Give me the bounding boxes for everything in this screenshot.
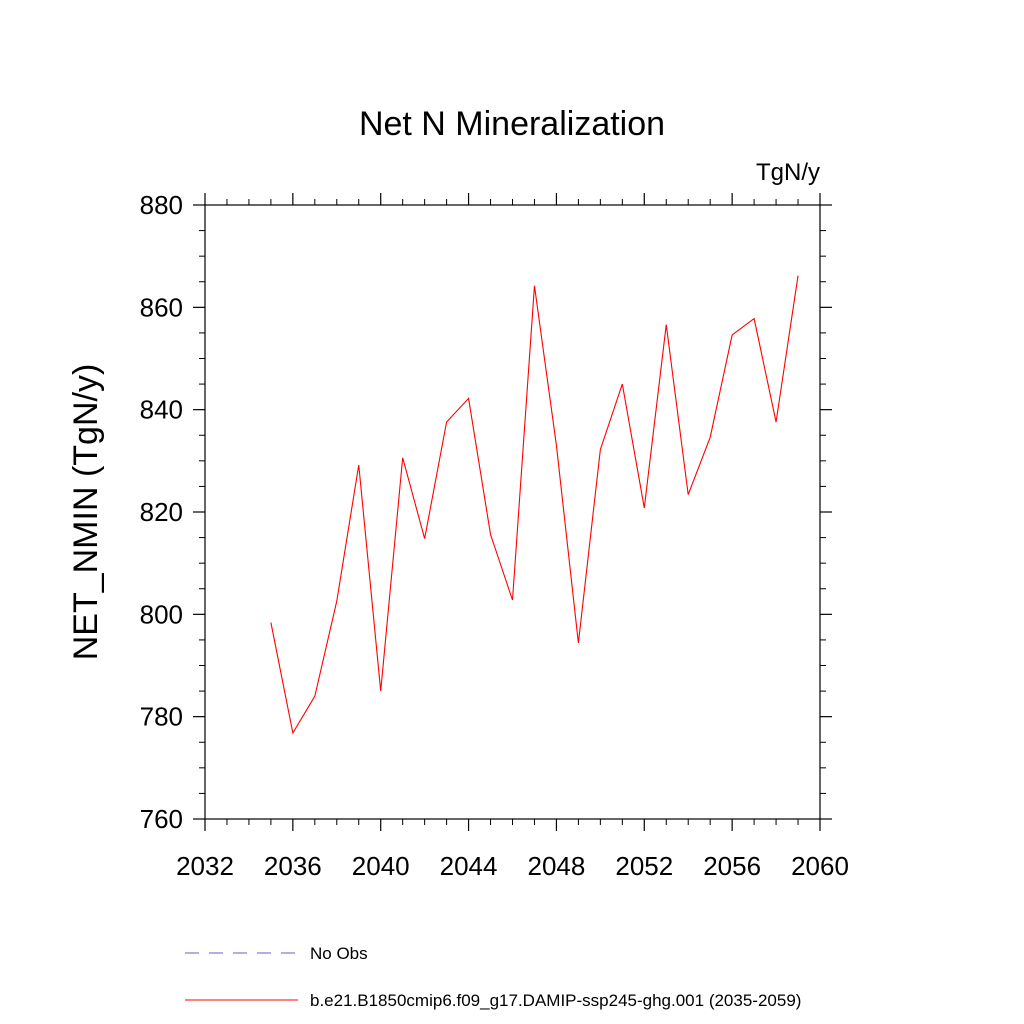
y-tick-label: 800	[140, 599, 183, 629]
x-tick-label: 2044	[440, 851, 498, 881]
y-axis-label: NET_NMIN (TgN/y)	[67, 364, 105, 661]
y-tick-label: 880	[140, 190, 183, 220]
x-tick-label: 2032	[176, 851, 234, 881]
y-tick-label: 780	[140, 702, 183, 732]
y-tick-label: 820	[140, 497, 183, 527]
series-lines	[270, 275, 799, 735]
x-tick-label: 2036	[264, 851, 322, 881]
legend-label: b.e21.B1850cmip6.f09_g17.DAMIP-ssp245-gh…	[310, 991, 801, 1010]
x-tick-label: 2052	[615, 851, 673, 881]
x-tick-label: 2056	[703, 851, 761, 881]
axis-ticks: 2032 2036 2040 2044 2048 2052 2056 2060 760 780 80…	[140, 190, 849, 881]
y-tick-label: 760	[140, 804, 183, 834]
legend: No Obs b.e21.B1850cmip6.f09_g17.DAMIP-ssp…	[185, 944, 801, 1010]
chart-title: Net N Mineralization	[359, 105, 665, 143]
plot-frame	[204, 204, 821, 820]
x-tick-label: 2048	[528, 851, 586, 881]
y-tick-label: 860	[140, 292, 183, 322]
series-line	[270, 275, 799, 735]
x-tick-label: 2040	[352, 851, 410, 881]
x-tick-label: 2060	[791, 851, 849, 881]
y-tick-label: 840	[140, 395, 183, 425]
units-label: TgN/y	[756, 159, 820, 186]
legend-label: No Obs	[310, 944, 368, 963]
